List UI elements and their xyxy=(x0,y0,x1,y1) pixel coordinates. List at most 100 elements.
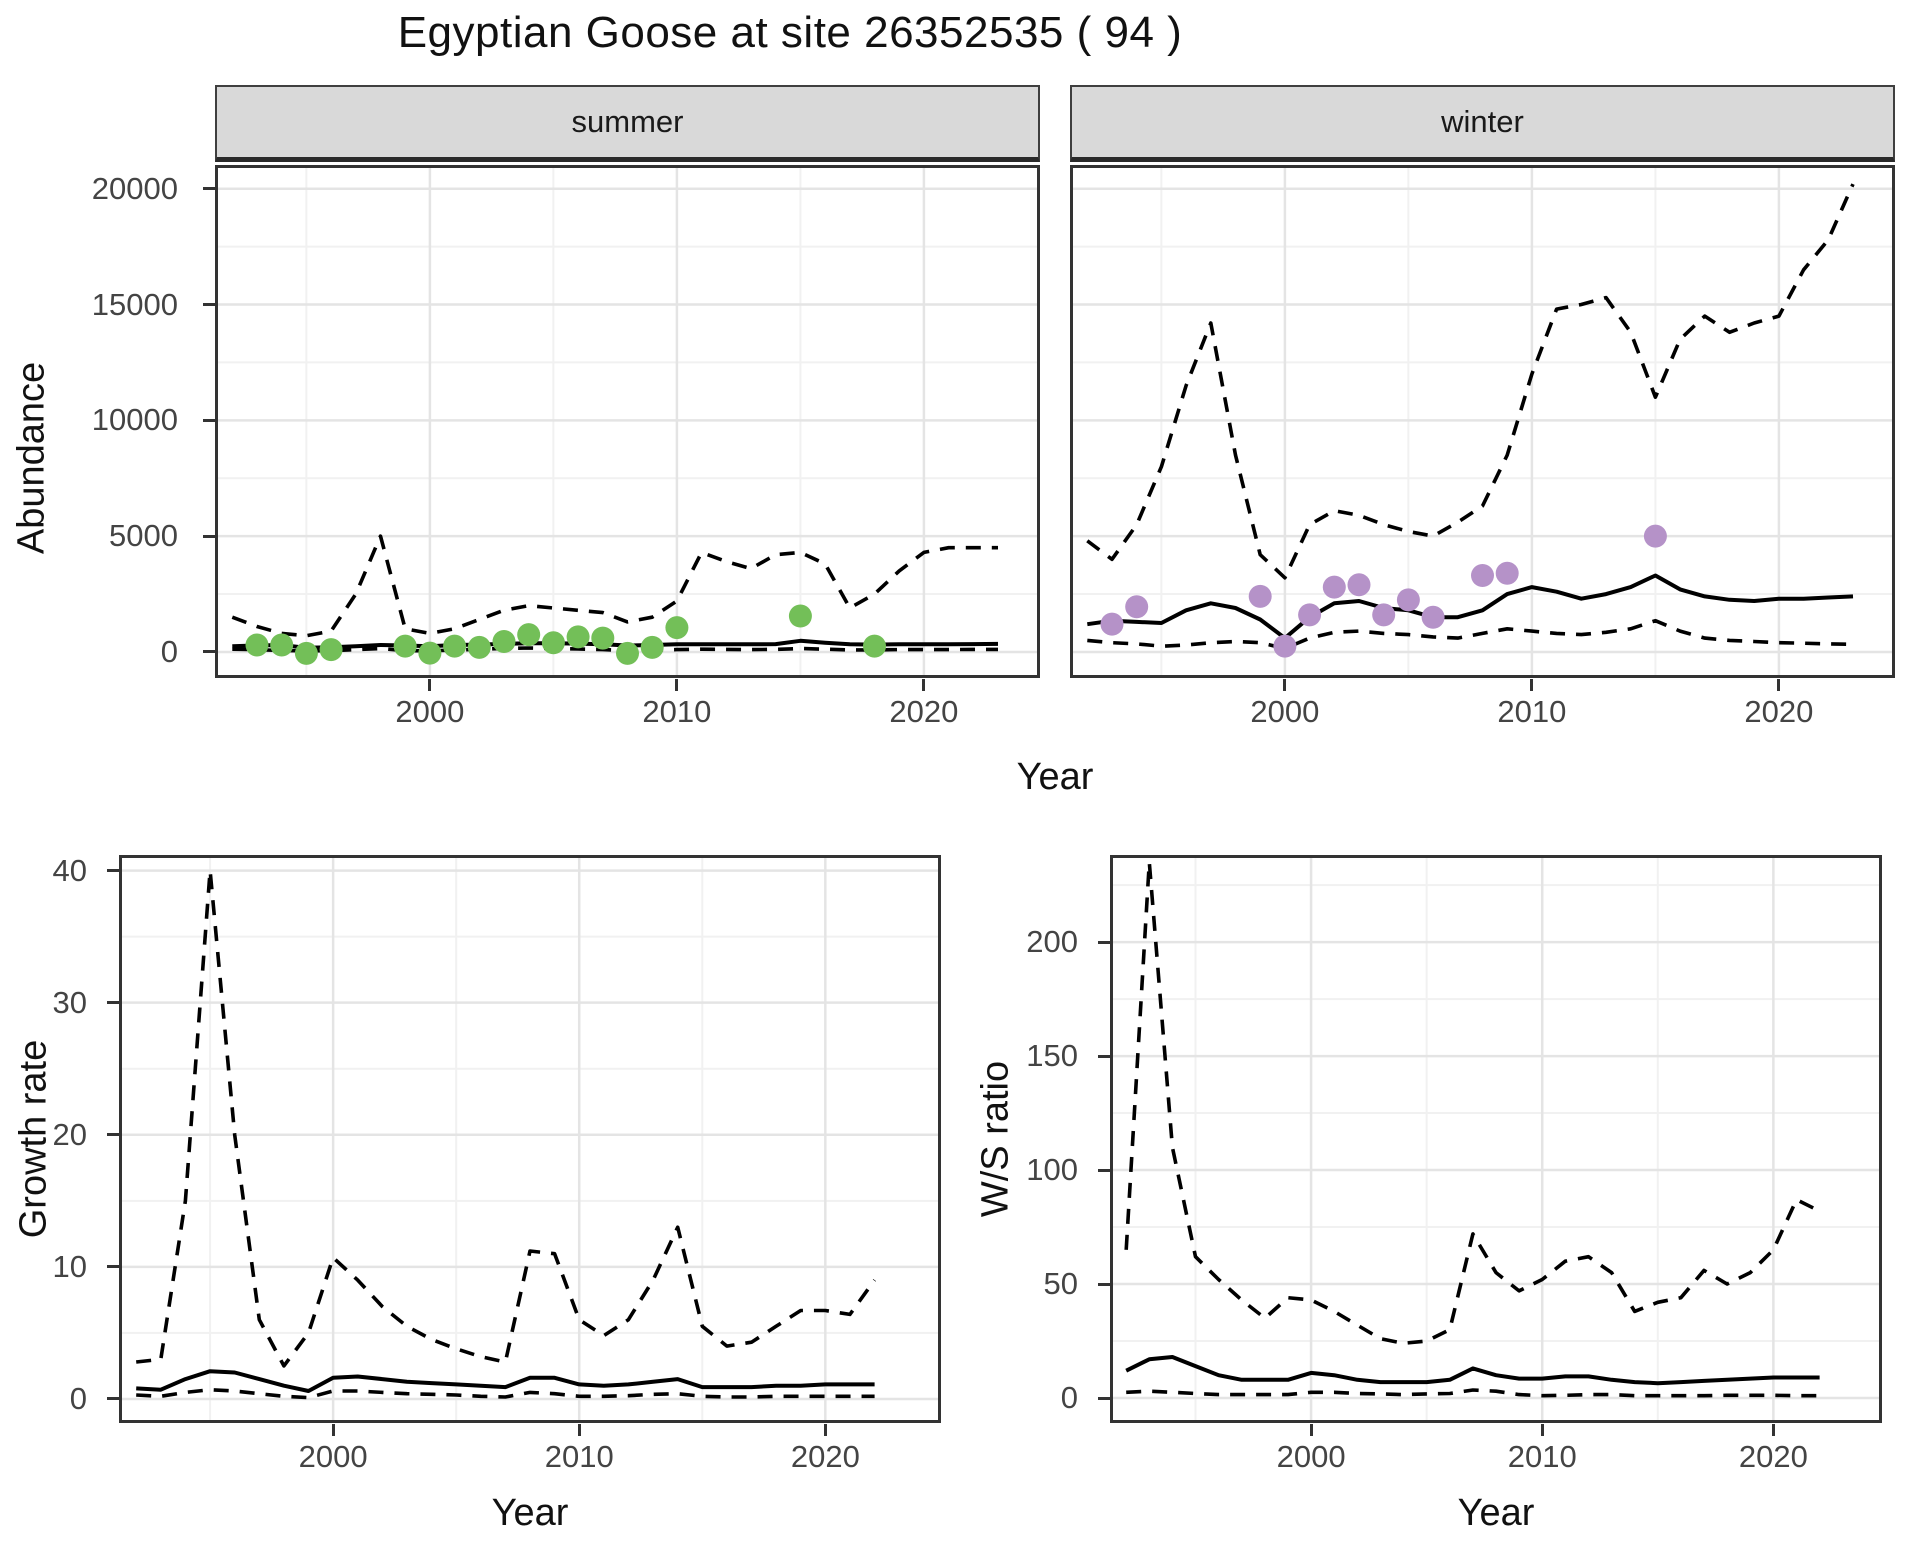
growth-y-tick-label: 10 xyxy=(52,1248,87,1284)
ws-fit-line xyxy=(1125,1355,1820,1386)
ws-y-tick-label: 0 xyxy=(1060,1380,1078,1415)
abundance_summer-x-tick-label: 2020 xyxy=(889,694,959,729)
abundance_summer-y-tick xyxy=(203,187,215,191)
abundance_summer-y-tick xyxy=(203,650,215,654)
abundance_winter-x-tick-label: 2010 xyxy=(1497,694,1567,729)
ws-x-tick-label: 2020 xyxy=(1738,1439,1808,1474)
ws-x-axis-title: Year xyxy=(1457,1492,1535,1534)
abundance_winter-upper_ci-line xyxy=(1086,183,1855,580)
growth-x-tick xyxy=(577,1424,581,1436)
abundance_summer-x-tick-label: 2000 xyxy=(395,694,465,729)
abundance_summer-observation-point xyxy=(467,635,491,659)
growth-fit-line xyxy=(136,1369,875,1393)
abundance_winter-observation-point xyxy=(1471,564,1494,588)
abundance_summer-observation-point xyxy=(492,630,516,654)
growth-y-tick-label: 30 xyxy=(52,984,87,1020)
growth-x-tick-label: 2000 xyxy=(298,1439,368,1474)
growth-x-axis-title: Year xyxy=(491,1492,569,1534)
growth-y-tick-label: 0 xyxy=(69,1380,87,1416)
ws-axis-title: W/S ratio xyxy=(974,1060,1017,1218)
ws-y-tick-label: 150 xyxy=(1026,1038,1078,1074)
ws-x-tick xyxy=(1309,1424,1313,1436)
abundance_summer-observation-point xyxy=(517,623,541,647)
abundance_summer-observation-point xyxy=(640,635,664,659)
abundance_winter-observation-point xyxy=(1495,561,1519,585)
abundance_winter-observation-point xyxy=(1273,634,1297,658)
abundance_winter-observation-point xyxy=(1421,605,1445,629)
ws-y-tick xyxy=(1098,1396,1110,1400)
page-title: Egyptian Goose at site 26352535 ( 94 ) xyxy=(397,8,1183,57)
ws-y-tick-label: 200 xyxy=(1026,924,1078,960)
facet-strip-summer: summer xyxy=(215,85,1040,162)
ws-x-tick-label: 2010 xyxy=(1507,1439,1577,1474)
abundance_summer-observation-point xyxy=(443,634,467,658)
abundance_summer-observation-point xyxy=(591,626,615,650)
abundance_winter-observation-point xyxy=(1125,595,1149,619)
abundance_summer-x-tick-label: 2010 xyxy=(642,694,712,729)
growth-y-tick xyxy=(107,1397,119,1401)
abundance_winter-x-tick-label: 2000 xyxy=(1250,694,1320,729)
abundance_summer-upper_ci-line xyxy=(231,534,998,638)
ws-y-tick-label: 100 xyxy=(1026,1152,1078,1188)
abundance_summer-y-tick xyxy=(203,303,215,306)
ws-y-tick xyxy=(1098,1168,1110,1172)
abundance_summer-observation-point xyxy=(566,625,590,649)
abundance_summer-observation-point xyxy=(863,634,887,658)
growth-x-tick xyxy=(823,1424,827,1436)
ws-y-tick xyxy=(1098,940,1110,944)
abundance_summer-observation-point xyxy=(245,633,269,657)
abundance_summer-observation-point xyxy=(393,634,417,658)
growth-x-tick-label: 2020 xyxy=(790,1439,860,1474)
abundance_summer-y-tick-label: 5000 xyxy=(109,518,178,554)
abundance_summer-observation-point xyxy=(616,641,639,665)
abundance_summer-x-tick xyxy=(428,679,432,691)
abundance_winter-x-tick xyxy=(1530,679,1534,691)
winter-abundance-panel xyxy=(1070,165,1895,678)
ws-lower_ci-line xyxy=(1126,1388,1820,1398)
abundance_summer-y-tick-label: 15000 xyxy=(91,286,178,322)
growth-y-tick-label: 20 xyxy=(52,1116,87,1152)
abundance_summer-x-tick xyxy=(675,679,679,691)
growth-x-tick xyxy=(331,1424,335,1436)
abundance_winter-observation-point xyxy=(1298,603,1322,627)
growth-y-tick-label: 40 xyxy=(52,852,87,888)
ws-y-tick xyxy=(1098,1282,1110,1286)
abundance_summer-y-tick xyxy=(203,534,215,538)
abundance_summer-y-tick-label: 20000 xyxy=(91,170,178,206)
abundance_winter-observation-point xyxy=(1100,612,1124,636)
abundance_summer-observation-point xyxy=(665,616,689,640)
growth-y-tick xyxy=(107,869,119,873)
abundance_summer-observation-point xyxy=(788,604,812,628)
abundance_winter-x-tick xyxy=(1777,679,1781,691)
abundance_winter-observation-point xyxy=(1372,603,1396,627)
abundance_winter-fit-line xyxy=(1087,573,1854,641)
abundance_winter-x-tick xyxy=(1283,679,1287,691)
growth-lower_ci-line xyxy=(136,1387,875,1400)
abundance_winter-x-tick-label: 2020 xyxy=(1744,694,1814,729)
abundance_winter-observation-point xyxy=(1347,573,1371,597)
growth-x-tick-label: 2010 xyxy=(544,1439,614,1474)
ws-y-tick-label: 50 xyxy=(1043,1266,1078,1302)
abundance_summer-observation-point xyxy=(270,633,294,657)
abundance_summer-observation-point xyxy=(418,641,442,665)
abundance_winter-observation-point xyxy=(1643,524,1667,548)
growth-y-tick xyxy=(107,1133,119,1137)
summer-abundance-panel xyxy=(215,165,1040,678)
facet-label-winter: winter xyxy=(1441,104,1524,139)
abundance_summer-y-tick-label: 10000 xyxy=(91,402,178,438)
ws-ratio-panel xyxy=(1110,855,1882,1423)
ws-x-tick-label: 2000 xyxy=(1276,1439,1346,1474)
top-x-axis-title: Year xyxy=(1016,756,1094,798)
abundance_winter-observation-point xyxy=(1248,584,1272,608)
abundance_summer-y-tick-label: 0 xyxy=(160,633,178,669)
ws-y-tick xyxy=(1098,1054,1110,1058)
growth-y-tick xyxy=(107,1265,119,1269)
abundance_summer-observation-point xyxy=(541,631,565,655)
ws-x-tick xyxy=(1540,1424,1544,1436)
ws-x-tick xyxy=(1771,1424,1775,1436)
growth-rate-panel xyxy=(119,855,941,1423)
facet-strip-winter: winter xyxy=(1070,85,1895,162)
growth-y-tick xyxy=(107,1001,119,1005)
abundance_winter-observation-point xyxy=(1396,588,1420,612)
